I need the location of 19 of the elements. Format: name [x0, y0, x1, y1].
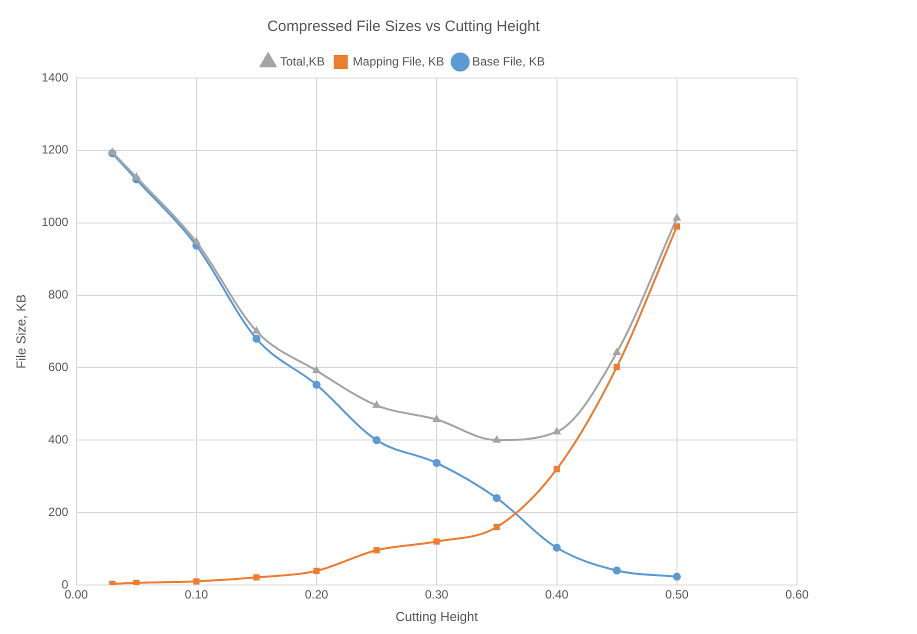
y-tick-label: 600 — [48, 360, 69, 374]
y-tick-label: 800 — [48, 288, 69, 302]
y-tick-label: 400 — [48, 432, 69, 446]
chart-title: Compressed File Sizes vs Cutting Height — [267, 18, 541, 36]
y-tick-label: 1400 — [42, 70, 69, 84]
legend-label: Total,KB — [280, 54, 325, 68]
y-axis-title: File Size, KB — [13, 294, 28, 369]
legend-label: Base File, KB — [472, 54, 545, 68]
x-axis-title: Cutting Height — [395, 608, 478, 624]
legend-label: Mapping File, KB — [352, 54, 444, 68]
y-tick-label: 1200 — [42, 142, 69, 157]
x-tick-label: 0.60 — [785, 588, 809, 602]
x-tick-label: 0.50 — [665, 588, 689, 602]
y-tick-label: 1000 — [42, 215, 69, 230]
x-tick-label: 0.40 — [545, 588, 569, 602]
x-tick-label: 0.10 — [184, 588, 208, 602]
y-tick-label: 200 — [48, 504, 69, 519]
x-tick-label: 0.20 — [304, 588, 329, 602]
x-tick-label: 0.30 — [424, 588, 449, 602]
